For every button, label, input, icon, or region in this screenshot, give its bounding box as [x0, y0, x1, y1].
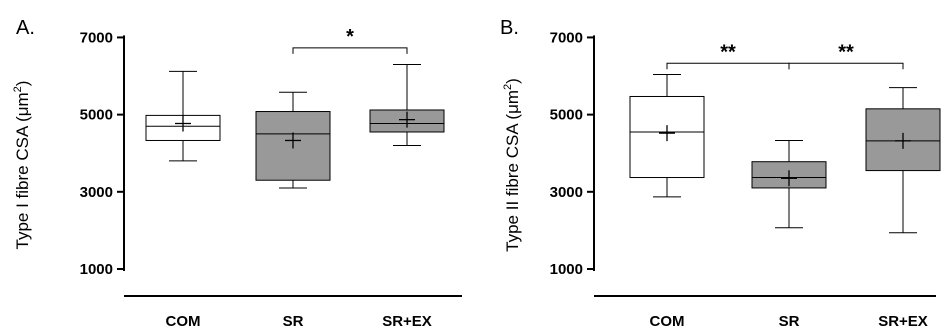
significance-label: ** — [838, 41, 854, 63]
y-axis-label-close: ) — [503, 78, 522, 84]
box-com — [145, 70, 221, 162]
y-axis-label-superscript: 2 — [12, 86, 24, 92]
box-sr-ex — [369, 63, 445, 146]
box-sr-ex — [865, 87, 941, 234]
y-axis-label: Type II fibre CSA (μm2) — [502, 78, 522, 252]
y-axis-label-close: ) — [13, 81, 32, 87]
significance-bracket: * — [292, 26, 408, 54]
y-tick-label: 1000 — [550, 261, 583, 278]
y-axis-label-text: Type II fibre CSA (μm — [503, 90, 522, 252]
y-tick-label: 3000 — [550, 184, 583, 201]
y-tick-label: 3000 — [80, 184, 113, 201]
box-sr — [255, 91, 331, 189]
significance-bracket: ** — [666, 41, 790, 70]
significance-bracket: ** — [788, 41, 904, 70]
x-category-label: SR+EX — [382, 313, 432, 330]
panel-b: B. Type II fibre CSA (μm2) 1000 3000 5000 700… — [500, 17, 941, 330]
x-category-label: SR+EX — [878, 313, 928, 330]
panel-label: B. — [500, 17, 519, 39]
y-tick-label: 5000 — [550, 107, 583, 124]
y-tick-label: 7000 — [550, 29, 583, 46]
bracket-line — [292, 47, 408, 54]
box-com — [629, 73, 705, 198]
y-axis-label-text: Type I fibre CSA (μm — [13, 92, 32, 249]
bracket-line — [788, 62, 904, 70]
x-category-label: COM — [166, 313, 201, 330]
bracket-line — [666, 62, 790, 70]
panel-a: A. Type I fibre CSA (μm2) 1000 3000 5000 7000… — [12, 17, 462, 330]
y-axis-label: Type I fibre CSA (μm2) — [12, 81, 32, 250]
box-sr — [751, 139, 827, 229]
y-tick-label: 5000 — [80, 107, 113, 124]
significance-label: * — [346, 26, 354, 48]
x-category-label: SR — [283, 313, 304, 330]
y-tick-label: 1000 — [80, 261, 113, 278]
iqr-box — [751, 161, 827, 189]
y-tick-label: 7000 — [80, 29, 113, 46]
significance-label: ** — [720, 41, 736, 63]
x-category-label: COM — [650, 313, 685, 330]
panel-label: A. — [16, 17, 35, 39]
y-axis-label-superscript: 2 — [502, 84, 514, 90]
x-category-label: SR — [779, 313, 800, 330]
